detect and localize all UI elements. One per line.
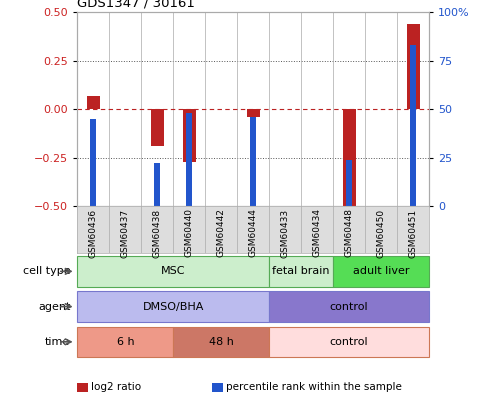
Bar: [250, 117, 256, 206]
Bar: [269, 291, 429, 322]
Bar: [151, 109, 164, 146]
Text: GSM60440: GSM60440: [185, 209, 194, 258]
Bar: [346, 160, 352, 206]
Text: GSM60437: GSM60437: [121, 209, 130, 258]
Bar: [343, 109, 356, 210]
Text: control: control: [330, 337, 368, 347]
Text: agent: agent: [38, 302, 70, 311]
Text: GSM60444: GSM60444: [249, 209, 258, 257]
Text: 48 h: 48 h: [209, 337, 234, 347]
Text: GSM60438: GSM60438: [153, 209, 162, 258]
Text: adult liver: adult liver: [353, 266, 409, 276]
Bar: [333, 256, 429, 287]
Text: DMSO/BHA: DMSO/BHA: [143, 302, 204, 311]
Text: GSM60448: GSM60448: [345, 209, 354, 258]
Bar: [183, 109, 196, 162]
Bar: [77, 256, 269, 287]
Text: 6 h: 6 h: [116, 337, 134, 347]
Text: GSM60442: GSM60442: [217, 209, 226, 257]
Text: fetal brain: fetal brain: [272, 266, 330, 276]
Text: GSM60433: GSM60433: [281, 209, 290, 258]
Bar: [269, 326, 429, 357]
Text: MSC: MSC: [161, 266, 186, 276]
Text: GSM60436: GSM60436: [89, 209, 98, 258]
Text: GSM60434: GSM60434: [313, 209, 322, 258]
Text: time: time: [45, 337, 70, 347]
Bar: [77, 291, 269, 322]
Bar: [154, 164, 160, 206]
Text: GSM60451: GSM60451: [409, 209, 418, 258]
Bar: [90, 119, 96, 206]
Text: percentile rank within the sample: percentile rank within the sample: [226, 382, 401, 392]
Bar: [269, 256, 333, 287]
Bar: [87, 96, 100, 109]
Bar: [410, 45, 416, 206]
Text: control: control: [330, 302, 368, 311]
Bar: [187, 113, 192, 206]
Bar: [407, 24, 420, 109]
Text: log2 ratio: log2 ratio: [91, 382, 141, 392]
Text: GDS1347 / 30161: GDS1347 / 30161: [77, 0, 195, 10]
Text: cell type: cell type: [22, 266, 70, 276]
Bar: [173, 326, 269, 357]
Bar: [247, 109, 259, 117]
Text: GSM60450: GSM60450: [377, 209, 386, 258]
Bar: [77, 326, 173, 357]
